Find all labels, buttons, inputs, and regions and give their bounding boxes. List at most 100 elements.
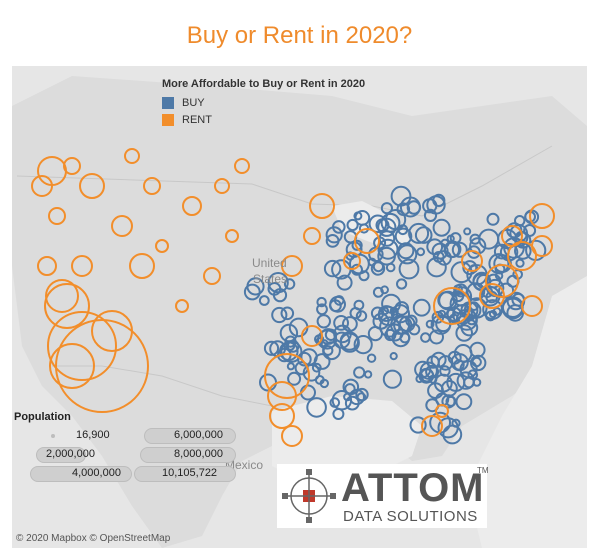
rent-marker[interactable] xyxy=(225,229,239,243)
buy-marker[interactable] xyxy=(397,244,418,265)
buy-marker[interactable] xyxy=(356,392,367,402)
rent-marker[interactable] xyxy=(303,227,321,245)
buy-marker[interactable] xyxy=(258,295,270,306)
buy-marker[interactable] xyxy=(346,218,359,232)
rent-marker[interactable] xyxy=(47,311,117,381)
buy-marker[interactable] xyxy=(382,369,402,389)
buy-marker[interactable] xyxy=(311,362,322,373)
rent-marker[interactable] xyxy=(155,239,169,253)
buy-marker[interactable] xyxy=(363,370,373,379)
buy-marker[interactable] xyxy=(488,253,510,275)
buy-marker[interactable] xyxy=(390,304,410,324)
buy-marker[interactable] xyxy=(466,282,486,302)
buy-marker[interactable] xyxy=(455,324,474,342)
legend-item-rent[interactable]: RENT xyxy=(162,111,365,128)
buy-marker[interactable] xyxy=(316,303,328,316)
buy-marker[interactable] xyxy=(286,362,295,371)
buy-marker[interactable] xyxy=(455,393,473,411)
buy-marker[interactable] xyxy=(263,340,280,356)
buy-marker[interactable] xyxy=(373,236,387,250)
buy-marker[interactable] xyxy=(316,296,327,308)
buy-marker[interactable] xyxy=(396,278,408,290)
buy-marker[interactable] xyxy=(353,211,363,221)
rent-marker[interactable] xyxy=(343,252,361,270)
buy-marker[interactable] xyxy=(456,371,475,390)
buy-marker[interactable] xyxy=(514,242,532,260)
buy-marker[interactable] xyxy=(405,314,418,328)
buy-marker[interactable] xyxy=(469,341,486,358)
buy-marker[interactable] xyxy=(432,218,451,237)
buy-marker[interactable] xyxy=(372,312,390,330)
buy-marker[interactable] xyxy=(272,288,288,303)
rent-marker[interactable] xyxy=(264,353,310,399)
buy-marker[interactable] xyxy=(280,306,295,321)
buy-marker[interactable] xyxy=(286,339,300,353)
buy-marker[interactable] xyxy=(329,299,342,313)
buy-marker[interactable] xyxy=(415,374,424,384)
rent-marker[interactable] xyxy=(479,283,505,309)
buy-marker[interactable] xyxy=(457,315,467,325)
buy-marker[interactable] xyxy=(377,217,397,237)
buy-marker[interactable] xyxy=(267,272,289,294)
buy-marker[interactable] xyxy=(332,408,345,420)
buy-marker[interactable] xyxy=(399,332,411,344)
buy-marker[interactable] xyxy=(343,392,352,402)
legend-item-buy[interactable]: BUY xyxy=(162,94,365,111)
rent-marker[interactable] xyxy=(79,173,105,199)
rent-marker[interactable] xyxy=(129,253,155,279)
buy-marker[interactable] xyxy=(319,378,329,389)
rent-marker[interactable] xyxy=(234,158,250,174)
rent-marker[interactable] xyxy=(71,255,93,277)
buy-marker[interactable] xyxy=(325,226,343,244)
rent-marker[interactable] xyxy=(461,250,483,272)
buy-marker[interactable] xyxy=(385,262,396,273)
buy-marker[interactable] xyxy=(416,247,426,257)
rent-marker[interactable] xyxy=(435,404,449,418)
buy-marker[interactable] xyxy=(514,231,532,249)
buy-marker[interactable] xyxy=(380,202,393,215)
buy-marker[interactable] xyxy=(349,307,362,320)
buy-marker[interactable] xyxy=(323,259,342,278)
buy-marker[interactable] xyxy=(425,319,435,329)
buy-marker[interactable] xyxy=(283,278,296,290)
buy-marker[interactable] xyxy=(486,212,500,226)
buy-marker[interactable] xyxy=(485,310,496,322)
buy-marker[interactable] xyxy=(316,314,331,329)
buy-marker[interactable] xyxy=(342,316,358,332)
rent-marker[interactable] xyxy=(281,425,303,447)
buy-marker[interactable] xyxy=(389,352,398,361)
buy-marker[interactable] xyxy=(379,316,401,338)
buy-marker[interactable] xyxy=(306,397,327,418)
buy-marker[interactable] xyxy=(336,274,353,291)
buy-marker[interactable] xyxy=(441,380,458,397)
buy-marker[interactable] xyxy=(351,239,363,251)
buy-marker[interactable] xyxy=(449,232,462,244)
buy-marker[interactable] xyxy=(412,298,431,317)
rent-marker[interactable] xyxy=(44,283,90,329)
rent-marker[interactable] xyxy=(485,264,519,298)
rent-marker[interactable] xyxy=(521,295,543,317)
buy-marker[interactable] xyxy=(367,257,377,267)
rent-marker[interactable] xyxy=(421,415,443,437)
buy-marker[interactable] xyxy=(390,185,412,207)
buy-marker[interactable] xyxy=(329,397,341,408)
rent-marker[interactable] xyxy=(63,157,81,175)
buy-marker[interactable] xyxy=(451,241,468,258)
buy-marker[interactable] xyxy=(451,418,461,428)
buy-marker[interactable] xyxy=(384,328,397,342)
buy-marker[interactable] xyxy=(446,306,462,322)
buy-marker[interactable] xyxy=(463,301,482,319)
buy-marker[interactable] xyxy=(438,290,458,311)
buy-marker[interactable] xyxy=(339,332,360,353)
buy-marker[interactable] xyxy=(287,371,302,386)
buy-marker[interactable] xyxy=(368,214,388,234)
rent-marker[interactable] xyxy=(301,325,323,347)
rent-marker[interactable] xyxy=(354,228,380,254)
buy-marker[interactable] xyxy=(246,277,265,296)
rent-marker[interactable] xyxy=(269,403,295,429)
rent-marker[interactable] xyxy=(37,256,57,276)
buy-marker[interactable] xyxy=(353,366,366,379)
buy-marker[interactable] xyxy=(463,227,472,236)
rent-marker[interactable] xyxy=(309,193,335,219)
rent-marker[interactable] xyxy=(124,148,140,164)
